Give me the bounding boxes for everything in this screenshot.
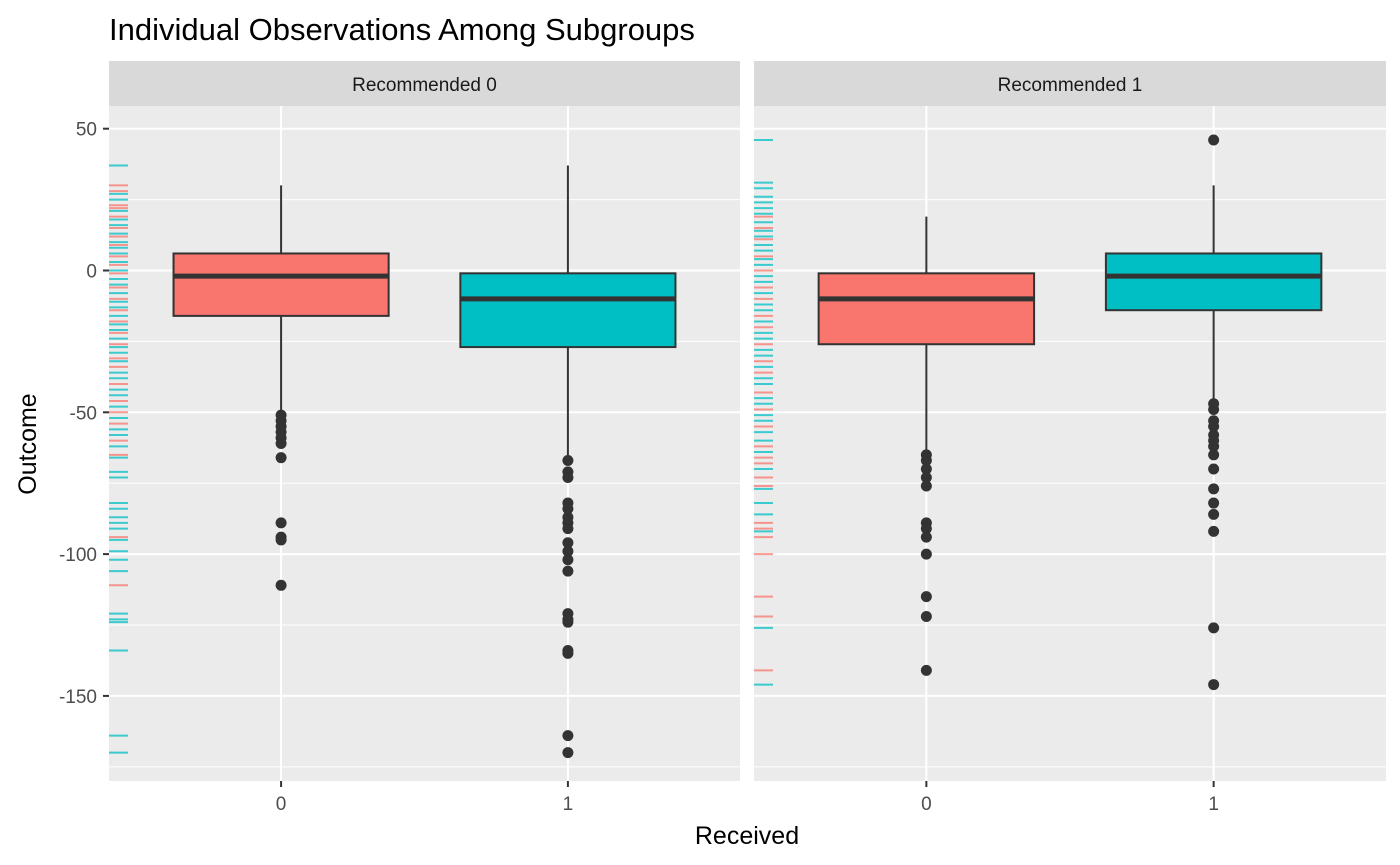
outlier-point	[1208, 508, 1220, 520]
outlier-point	[920, 463, 932, 475]
outlier-point	[562, 523, 574, 535]
y-tick-label: -100	[59, 545, 97, 566]
box-group	[1104, 134, 1323, 691]
outlier-point	[562, 747, 574, 759]
outlier-point	[1208, 463, 1220, 475]
facet-panels: Recommended 0 0 1 Recommended 1 0 1	[109, 61, 1386, 815]
outlier-point	[562, 545, 574, 557]
x-tick-label: 1	[563, 794, 574, 815]
facet-strip-label: Recommended 1	[998, 75, 1143, 96]
outlier-point	[1208, 497, 1220, 509]
box	[172, 252, 390, 317]
y-tick-label: 50	[76, 120, 97, 141]
outlier-point	[920, 480, 932, 492]
panel-background	[754, 106, 1386, 781]
y-tick-label: -50	[70, 403, 97, 424]
outlier-point	[1208, 449, 1220, 461]
box-group	[459, 165, 677, 759]
x-tick-label: 0	[276, 794, 287, 815]
chart-title: Individual Observations Among Subgroups	[109, 12, 695, 47]
outlier-point	[562, 455, 574, 467]
outlier-point	[920, 523, 932, 535]
outlier-point	[1208, 403, 1220, 415]
outlier-point	[275, 534, 287, 546]
outlier-point	[275, 438, 287, 449]
box	[817, 272, 1036, 346]
x-tick-label: 0	[921, 794, 932, 815]
rug-marks	[754, 139, 773, 686]
outlier-point	[562, 503, 574, 515]
outlier-point	[1208, 483, 1220, 495]
outlier-point	[920, 455, 932, 467]
outlier-point	[562, 565, 574, 577]
y-axis: 50 0 -50 -100 -150	[59, 120, 109, 708]
facet-strip	[109, 61, 740, 106]
outlier-point	[1208, 134, 1220, 146]
outlier-point	[920, 591, 932, 603]
outlier-point	[920, 531, 932, 543]
outlier-point	[1208, 679, 1220, 691]
outlier-point	[562, 730, 574, 742]
y-tick-label: 0	[86, 261, 97, 282]
outlier-point	[920, 611, 932, 623]
facet-panel: Recommended 1 0 1	[754, 61, 1386, 815]
outlier-point	[1208, 622, 1220, 634]
x-axis-title: Received	[695, 822, 799, 850]
outlier-point	[1208, 525, 1220, 537]
outlier-point	[275, 452, 287, 464]
outlier-point	[562, 616, 574, 628]
outlier-point	[562, 472, 574, 484]
outlier-point	[562, 554, 574, 566]
outlier-point	[920, 548, 932, 560]
rug-marks	[109, 164, 128, 754]
outlier-point	[1208, 420, 1220, 432]
x-tick-label: 1	[1208, 794, 1219, 815]
outlier-point	[275, 517, 287, 529]
outlier-point	[920, 664, 932, 676]
panel-background	[109, 106, 740, 781]
outlier-point	[562, 537, 574, 549]
outlier-point	[562, 647, 574, 659]
facet-strip	[754, 61, 1386, 106]
outlier-point	[920, 472, 932, 484]
box	[1104, 252, 1323, 312]
outlier-point	[1208, 440, 1220, 452]
box-group	[172, 185, 390, 591]
y-axis-title: Outcome	[14, 393, 42, 494]
box	[459, 272, 677, 349]
facet-panel: Recommended 0 0 1	[109, 61, 740, 815]
y-tick-label: -150	[59, 687, 97, 708]
box-group	[817, 216, 1036, 676]
facet-strip-label: Recommended 0	[352, 75, 497, 96]
outlier-point	[275, 579, 287, 591]
